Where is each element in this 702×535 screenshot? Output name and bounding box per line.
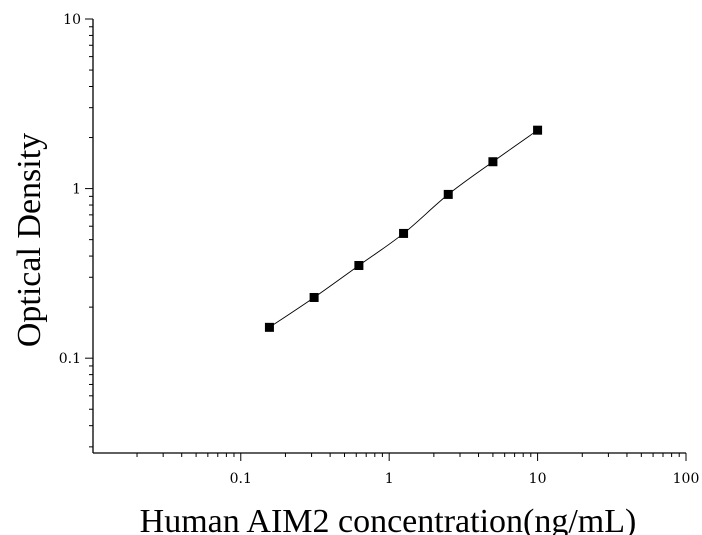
data-point xyxy=(399,228,409,238)
data-point xyxy=(488,157,498,167)
data-point xyxy=(264,322,274,332)
data-point xyxy=(309,292,319,302)
y-tick-label: 1 xyxy=(72,182,81,198)
data-point xyxy=(533,125,543,135)
y-axis-title: Optical Density xyxy=(11,133,48,347)
x-tick-label: 10 xyxy=(529,471,547,487)
data-point xyxy=(443,189,453,199)
x-axis-title: Human AIM2 concentration(ng/mL) xyxy=(140,503,637,535)
x-tick-label: 100 xyxy=(673,471,700,487)
data-points xyxy=(264,125,543,332)
x-tick-label: 1 xyxy=(385,471,394,487)
y-tick-label: 0.1 xyxy=(59,351,81,367)
x-tick-label: 0.1 xyxy=(230,471,252,487)
data-point xyxy=(354,260,364,270)
tick-labels: 0.1 1 10 100 0.1 1 10 xyxy=(59,12,700,487)
axes xyxy=(92,19,686,454)
ticks xyxy=(85,18,687,461)
y-tick-label: 10 xyxy=(63,12,81,28)
